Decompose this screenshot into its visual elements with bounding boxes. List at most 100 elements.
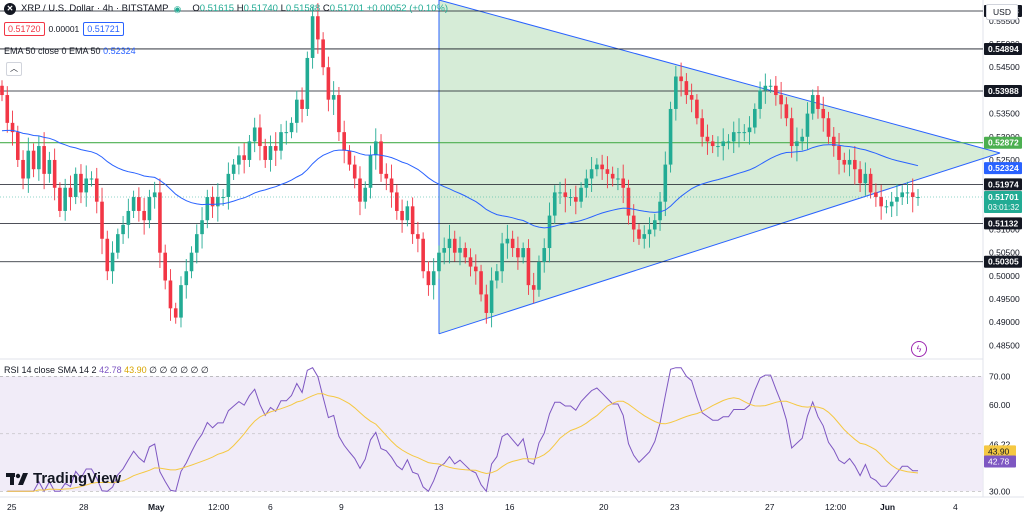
candle-body [331,95,336,100]
candle-body [895,197,899,202]
time-axis-label: 25 [7,502,17,512]
candle-body [510,238,515,249]
candle-body [826,118,831,137]
candle-body [326,67,331,100]
level-label-text: 0.52872 [988,138,1019,148]
candle-body [5,95,10,123]
candle-body [674,76,678,109]
level-price-label: 0.54894 [984,42,1022,55]
level-price-label: 0.52872 [984,136,1022,149]
rsi-value-label: 42.78 [988,457,1010,467]
candle-body [447,238,452,249]
candle-body [15,132,20,160]
triangle-upper-trendline [438,0,1001,154]
candle-body [742,132,747,134]
rsi-legend[interactable]: RSI 14 close SMA 14 2 42.78 43.90 ∅ ∅ ∅ … [4,364,209,376]
candle-body [179,285,183,318]
candle-body [900,192,905,198]
candle-body [905,192,910,194]
candle-body [94,178,99,202]
candle-body [563,192,568,198]
sell-price-button[interactable]: 0.51720 [4,22,45,36]
price-tick-label: 0.51000 [989,225,1020,235]
symbol-header[interactable]: ✕ XRP / U.S. Dollar · 4h · BITSTAMP ◉ O0… [4,3,448,15]
candle-body [226,173,231,198]
time-axis-label: 6 [268,502,273,512]
candle-body [605,169,610,174]
candle-body [789,118,794,147]
candle-body [552,192,557,216]
collapse-legend-icon[interactable]: ︿ [6,62,22,76]
lightning-icon[interactable]: ϟ [911,341,927,357]
currency-button[interactable]: USD [986,4,1018,20]
candle-body [216,197,220,207]
candle-body [726,141,731,143]
price-tick-label: 0.55500 [989,16,1020,26]
candle-body [721,141,726,147]
time-axis-label: Jun [880,502,895,512]
current-price-label-bg [984,190,1022,213]
time-axis-label: 13 [434,502,444,512]
ema-legend-label: EMA 50 close 0 EMA 50 [4,46,101,56]
candle-body [200,220,204,235]
candle-body [79,173,83,193]
ohlc-values: O0.51615 H0.51740 L0.51588 C0.51701 +0.0… [192,3,449,14]
ema-legend[interactable]: EMA 50 close 0 EMA 50 0.52324 [4,45,136,57]
rsi-sma-line [7,393,919,492]
candle-body [137,197,141,211]
candle-body [263,146,268,160]
candle-body [800,136,804,142]
market-status-icon: ◉ [173,4,182,14]
ema-price-label: 0.52324 [988,163,1019,173]
candle-body [737,132,741,134]
candle-body [710,141,715,147]
time-axis-label: 4 [953,502,958,512]
candle-body [916,197,920,199]
price-change: +0.00052 (+0.10%) [366,3,449,14]
candle-body [316,16,320,40]
level-label-bg [984,178,1022,191]
candle-body [521,248,525,258]
ema-50-line [1,129,919,229]
candle-body [600,164,604,170]
candle-body [152,192,157,198]
candle-body [163,252,167,281]
candle-body [284,132,289,134]
candle-body [437,252,441,272]
candle-body [542,248,547,262]
candle-body [784,104,789,119]
candle-body [516,248,520,258]
candle-body [731,132,736,142]
candle-body [842,159,847,165]
level-label-bg [984,217,1022,230]
candle-body [831,136,836,147]
price-tick-label: 0.50500 [989,248,1020,258]
candle-body [526,248,531,286]
rsi-tick-label: 46.22 [989,440,1011,450]
candle-body [252,127,257,142]
price-tick-label: 0.50000 [989,271,1020,281]
time-axis-label: 23 [670,502,680,512]
candle-body [658,201,662,221]
candle-body [426,271,431,286]
candle-body [184,271,189,286]
candle-body [689,95,694,100]
candle-body [173,308,178,318]
candle-body [537,261,541,290]
time-axis-label: 27 [765,502,775,512]
candle-body [853,159,857,170]
level-price-label: 0.51974 [984,178,1022,191]
candle-body [647,229,652,235]
candle-body [321,39,325,68]
candle-body [442,248,447,253]
candle-body [268,146,273,160]
tradingview-mark-icon [6,473,28,485]
candle-body [37,146,41,170]
candle-body [273,146,278,151]
level-label-bg [984,136,1022,149]
candle-body [768,85,773,87]
price-tick-label: 0.49000 [989,317,1020,327]
buy-price-button[interactable]: 0.51721 [83,22,124,36]
candle-body [231,164,236,174]
